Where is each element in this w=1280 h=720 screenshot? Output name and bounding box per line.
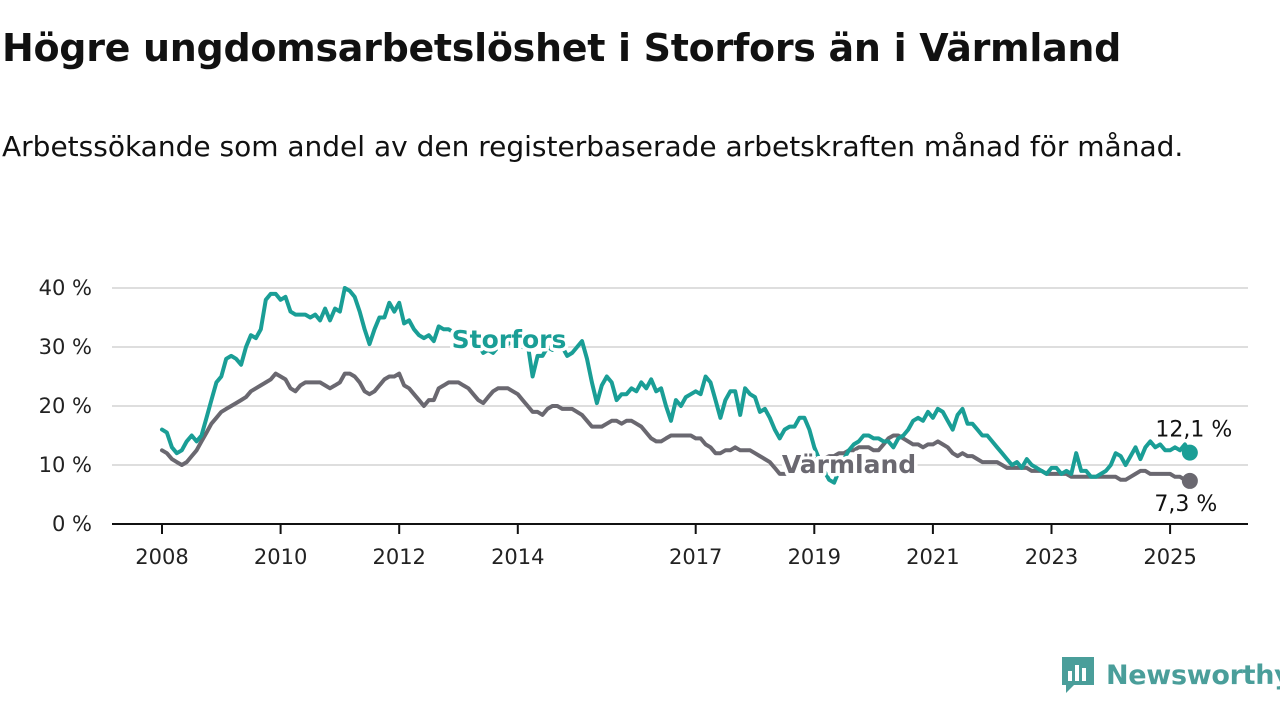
series-line-storfors (160, 286, 1192, 485)
brand-logo: Newsworthy (1060, 655, 1280, 695)
y-tick-label: 0 % (52, 512, 92, 536)
series-lines (160, 286, 1198, 489)
x-tick-label: 2023 (1025, 545, 1078, 569)
x-tick-label: 2017 (669, 545, 722, 569)
chart-title: Högre ungdomsarbetslöshet i Storfors än … (2, 26, 1122, 70)
series-label-varmland: Värmland (782, 450, 916, 479)
x-tick-label: 2008 (135, 545, 188, 569)
y-tick-label: 10 % (39, 453, 92, 477)
end-point-vrmland (1181, 472, 1198, 489)
x-tick-label: 2019 (788, 545, 841, 569)
end-label-varmland: 7,3 % (1154, 492, 1217, 517)
x-tick-label: 2025 (1143, 545, 1196, 569)
series-label-storfors: Storfors (452, 325, 567, 354)
x-tick-label: 2014 (491, 545, 544, 569)
y-tick-label: 40 % (39, 276, 92, 300)
brand-name: Newsworthy (1106, 659, 1280, 691)
x-tick-label: 2010 (254, 545, 307, 569)
series-labels: 12,1 % 7,3 % Storfors Värmland (448, 322, 1232, 517)
y-axis-ticks: 0 % 10 % 20 % 30 % 40 % (39, 276, 92, 536)
newsworthy-logo-icon (1062, 657, 1094, 693)
x-tick-label: 2021 (906, 545, 959, 569)
series-line-vrmland (160, 371, 1192, 483)
x-axis-ticks: 2008 2010 2012 2014 2017 2019 2021 2023 2025 (135, 524, 1197, 569)
y-tick-label: 30 % (39, 335, 92, 359)
chart-subtitle: Arbetssökande som andel av den registerb… (2, 130, 1184, 163)
end-point-storfors (1181, 444, 1198, 461)
end-label-storfors: 12,1 % (1155, 418, 1232, 443)
y-tick-label: 20 % (39, 394, 92, 418)
x-tick-label: 2012 (372, 545, 425, 569)
